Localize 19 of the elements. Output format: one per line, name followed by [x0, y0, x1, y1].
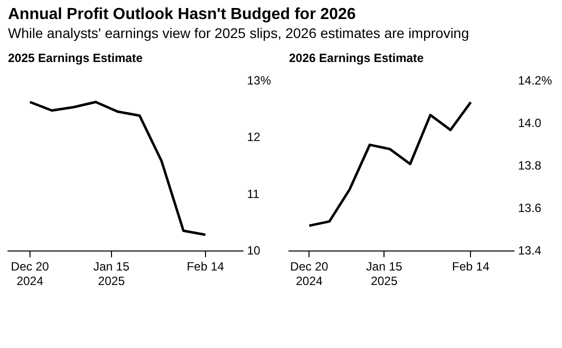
y-tick-label: 14.0	[518, 116, 542, 130]
y-axis-title: 2025 Earnings Estimate	[7, 51, 144, 67]
x-tick-label: Feb 14	[452, 260, 490, 274]
y-tick-label: 12	[246, 130, 261, 144]
x-tick-label: Feb 14	[186, 260, 224, 274]
y-tick-label: 11	[246, 186, 260, 201]
chart-subtitle: While analysts' earnings view for 2025 slips, 2026 estimates are improving	[8, 25, 470, 41]
y-tick-label: 13.8	[518, 158, 542, 172]
chart-title: Annual Profit Outlook Hasn't Budged for 2026	[8, 6, 357, 24]
x-tick-label: Jan 15 2025	[93, 260, 130, 288]
y-tick-label: 13.4	[518, 244, 542, 258]
y-tick-label: 14.2%	[518, 73, 552, 88]
y-axis-title: 2026 Earnings Estimate	[288, 51, 425, 67]
x-tick-label: Dec 20 2024	[10, 260, 50, 288]
y-tick-label: 13.6	[518, 200, 542, 215]
y-tick-label: 10	[246, 244, 261, 258]
y-tick-label: 13%	[246, 73, 272, 88]
x-tick-label: Jan 15 2025	[366, 260, 403, 288]
x-tick-label: Dec 20 2024	[290, 260, 329, 288]
